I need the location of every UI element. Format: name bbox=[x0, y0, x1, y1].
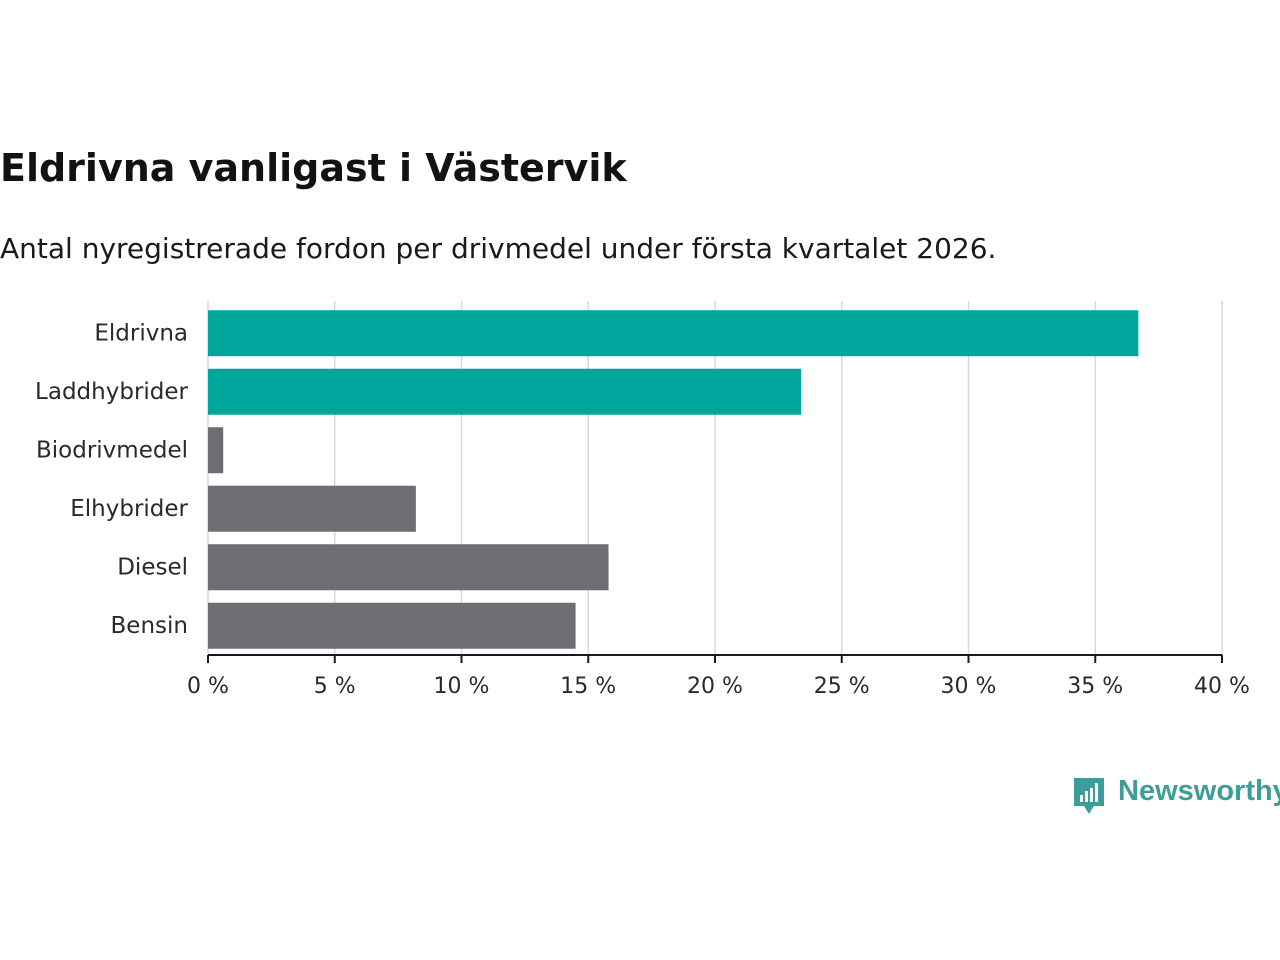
category-labels: Eldrivna Laddhybrider Biodrivmedel Elhybrid… bbox=[35, 320, 188, 639]
x-tick-label: 10 % bbox=[434, 674, 490, 699]
category-label: Diesel bbox=[117, 554, 188, 580]
x-tick-label: 15 % bbox=[560, 674, 616, 699]
bar-bensin[interactable] bbox=[208, 602, 576, 649]
x-tick-label: 0 % bbox=[187, 674, 229, 699]
bars bbox=[208, 310, 1139, 649]
category-label: Biodrivmedel bbox=[36, 437, 188, 463]
bar-diesel[interactable] bbox=[208, 544, 609, 591]
x-tick-label: 40 % bbox=[1194, 674, 1250, 699]
x-tick-label: 35 % bbox=[1067, 674, 1123, 699]
newsworthy-logo-icon bbox=[1074, 778, 1104, 814]
chart-subtitle: Antal nyregistrerade fordon per drivmede… bbox=[0, 232, 997, 265]
bar-biodrivmedel[interactable] bbox=[208, 427, 224, 474]
newsworthy-logo-text: Newsworthy bbox=[1118, 775, 1280, 807]
category-label: Elhybrider bbox=[70, 496, 188, 522]
bar-elhybrider[interactable] bbox=[208, 485, 416, 532]
category-label: Laddhybrider bbox=[35, 379, 188, 405]
x-tick-label: 20 % bbox=[687, 674, 743, 699]
newsworthy-logo[interactable]: Newsworthy bbox=[1072, 775, 1280, 818]
x-tick-label: 30 % bbox=[941, 674, 997, 699]
category-label: Eldrivna bbox=[94, 320, 188, 346]
x-axis: 0 % 5 % 10 % 15 % 20 % 25 % 30 % 35 % 40 % bbox=[187, 654, 1250, 699]
x-tick-label: 5 % bbox=[314, 674, 356, 699]
bar-laddhybrider[interactable] bbox=[208, 368, 802, 415]
grid-lines bbox=[207, 301, 1223, 655]
chart-title: Eldrivna vanligast i Västervik bbox=[0, 146, 627, 190]
bar-eldrivna[interactable] bbox=[208, 310, 1139, 357]
x-tick-label: 25 % bbox=[814, 674, 870, 699]
category-label: Bensin bbox=[111, 613, 188, 639]
